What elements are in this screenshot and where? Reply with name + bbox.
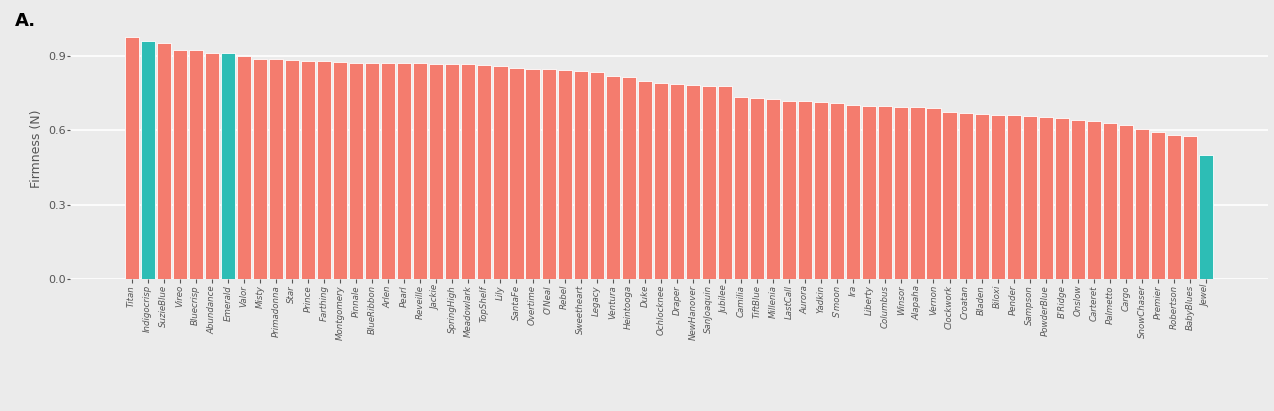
Y-axis label: Firmness (N): Firmness (N) <box>29 110 42 188</box>
Bar <box>750 98 764 279</box>
Bar <box>140 41 154 279</box>
Bar <box>510 68 524 279</box>
Bar <box>1167 135 1181 279</box>
Bar <box>125 37 139 279</box>
Bar <box>478 65 492 279</box>
Bar <box>1023 116 1037 279</box>
Bar <box>252 59 268 279</box>
Bar <box>333 62 347 279</box>
Bar <box>605 76 619 279</box>
Bar <box>894 107 908 279</box>
Bar <box>1150 132 1166 279</box>
Bar <box>317 61 331 279</box>
Bar <box>1119 125 1133 279</box>
Bar <box>573 72 587 279</box>
Bar <box>1184 136 1198 279</box>
Bar <box>1135 129 1149 279</box>
Bar <box>301 61 315 279</box>
Bar <box>622 77 636 279</box>
Bar <box>172 50 187 279</box>
Bar <box>205 53 219 279</box>
Bar <box>1038 117 1052 279</box>
Bar <box>878 106 892 279</box>
Bar <box>958 113 972 279</box>
Bar <box>237 56 251 279</box>
Bar <box>525 69 540 279</box>
Bar <box>1006 115 1020 279</box>
Bar <box>541 69 555 279</box>
Bar <box>1070 120 1085 279</box>
Bar <box>1087 121 1101 279</box>
Bar <box>654 83 668 279</box>
Bar <box>862 106 877 279</box>
Bar <box>831 102 845 279</box>
Bar <box>397 63 412 279</box>
Bar <box>719 86 733 279</box>
Bar <box>685 85 699 279</box>
Bar <box>446 64 460 279</box>
Bar <box>911 107 925 279</box>
Bar <box>220 53 234 279</box>
Bar <box>846 106 860 279</box>
Bar <box>429 64 443 279</box>
Bar <box>782 101 796 279</box>
Bar <box>461 64 475 279</box>
Bar <box>943 112 957 279</box>
Bar <box>349 63 363 279</box>
Bar <box>926 108 940 279</box>
Bar <box>558 70 572 279</box>
Bar <box>670 84 684 279</box>
Bar <box>1055 118 1069 279</box>
Bar <box>798 101 813 279</box>
Text: A.: A. <box>15 12 37 30</box>
Bar <box>590 72 604 279</box>
Bar <box>766 99 780 279</box>
Bar <box>366 63 380 279</box>
Bar <box>285 60 299 279</box>
Bar <box>734 97 748 279</box>
Bar <box>157 43 171 279</box>
Bar <box>814 102 828 279</box>
Bar <box>975 114 989 279</box>
Bar <box>1199 155 1213 279</box>
Bar <box>413 63 427 279</box>
Bar <box>493 66 507 279</box>
Bar <box>269 59 283 279</box>
Bar <box>638 81 652 279</box>
Bar <box>189 50 203 279</box>
Bar <box>991 115 1005 279</box>
Bar <box>1103 123 1117 279</box>
Bar <box>381 63 395 279</box>
Bar <box>702 85 716 279</box>
